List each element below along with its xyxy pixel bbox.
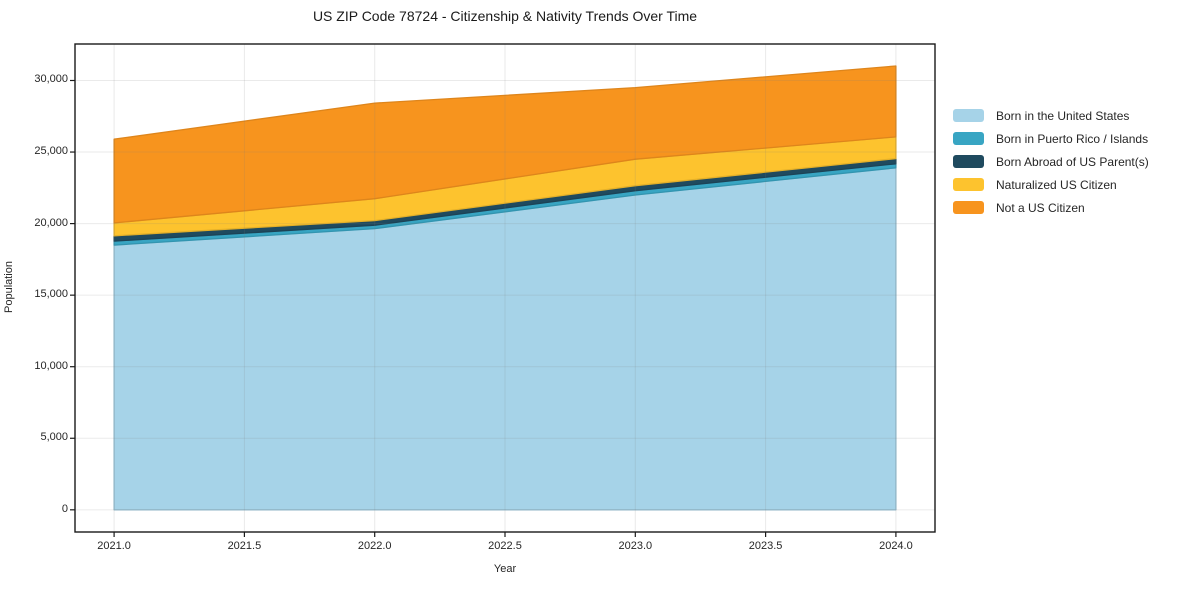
legend-swatch [953,201,984,214]
legend-item-1: Born in Puerto Rico / Islands [953,127,1149,150]
area-series-4 [113,65,897,224]
legend-label: Not a US Citizen [996,200,1085,215]
y-tick-label: 20,000 [34,216,68,229]
y-tick-label: 30,000 [34,73,68,86]
legend-item-2: Born Abroad of US Parent(s) [953,150,1149,173]
y-tick-label: 0 [61,502,68,515]
x-tick-label: 2022.5 [488,540,522,552]
x-tick-label: 2021.0 [97,540,131,552]
legend-item-3: Naturalized US Citizen [953,173,1149,196]
legend-label: Born in the United States [996,108,1130,123]
legend-swatch [953,132,984,145]
y-tick-label: 5,000 [40,431,68,444]
x-tick-label: 2023.5 [748,540,783,552]
y-axis-label: Population [3,261,15,313]
legend-swatch [953,178,984,191]
legend-item-4: Not a US Citizen [953,196,1149,219]
x-axis-label: Year [493,563,517,575]
legend-swatch [953,155,984,168]
y-tick-label: 10,000 [34,359,68,372]
x-tick-label: 2023.0 [618,540,653,552]
x-tick-label: 2021.5 [227,540,262,552]
legend-label: Born Abroad of US Parent(s) [996,154,1149,169]
legend-label: Born in Puerto Rico / Islands [996,131,1149,146]
y-tick-label: 25,000 [34,145,68,158]
x-tick-label: 2022.0 [357,540,392,552]
legend-item-0: Born in the United States [953,104,1149,127]
y-tick-label: 15,000 [34,288,68,301]
legend-swatch [953,109,984,122]
x-tick-label: 2024.0 [879,540,913,552]
legend: Born in the United States Born in Puerto … [953,104,1149,219]
legend-label: Naturalized US Citizen [996,177,1117,192]
chart-title: US ZIP Code 78724 - Citizenship & Nativi… [312,8,698,24]
